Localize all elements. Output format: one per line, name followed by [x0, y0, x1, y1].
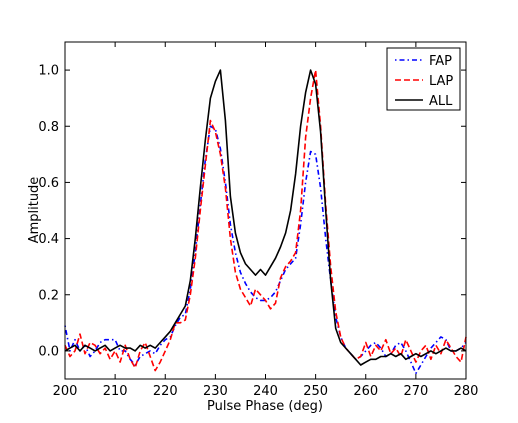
y-tick-label: 0.6 [38, 176, 59, 191]
x-tick-label: 260 [353, 384, 378, 399]
y-tick-label: 1.0 [38, 64, 59, 79]
legend-label-all: ALL [429, 94, 453, 109]
y-tick-label: 0.0 [38, 344, 59, 359]
y-tick-label: 0.2 [38, 288, 59, 303]
legend: FAP LAP ALL [386, 47, 461, 111]
x-tick-label: 200 [53, 384, 78, 399]
series-line-lap [64, 69, 467, 372]
x-axis-label: Pulse Phase (deg) [207, 399, 323, 414]
x-tick-label: 220 [153, 384, 178, 399]
axes-layer: 200 210 220 230 240 250 260 270 280 0.0 0.2 0.4 0.6 0… [38, 42, 478, 399]
x-tick-label: 280 [454, 384, 479, 399]
x-tick-label: 210 [103, 384, 128, 399]
legend-label-lap: LAP [429, 74, 453, 89]
series-layer [64, 69, 467, 375]
x-tick-label: 230 [203, 384, 228, 399]
x-tick-label: 250 [303, 384, 328, 399]
x-tick-label: 270 [403, 384, 428, 399]
y-axis-label: Amplitude [27, 177, 42, 244]
y-tick-label: 0.8 [38, 120, 59, 135]
legend-label-fap: FAP [429, 54, 452, 69]
series-line-all [64, 69, 467, 366]
x-tick-label: 240 [253, 384, 278, 399]
y-tick-label: 0.4 [38, 232, 59, 247]
